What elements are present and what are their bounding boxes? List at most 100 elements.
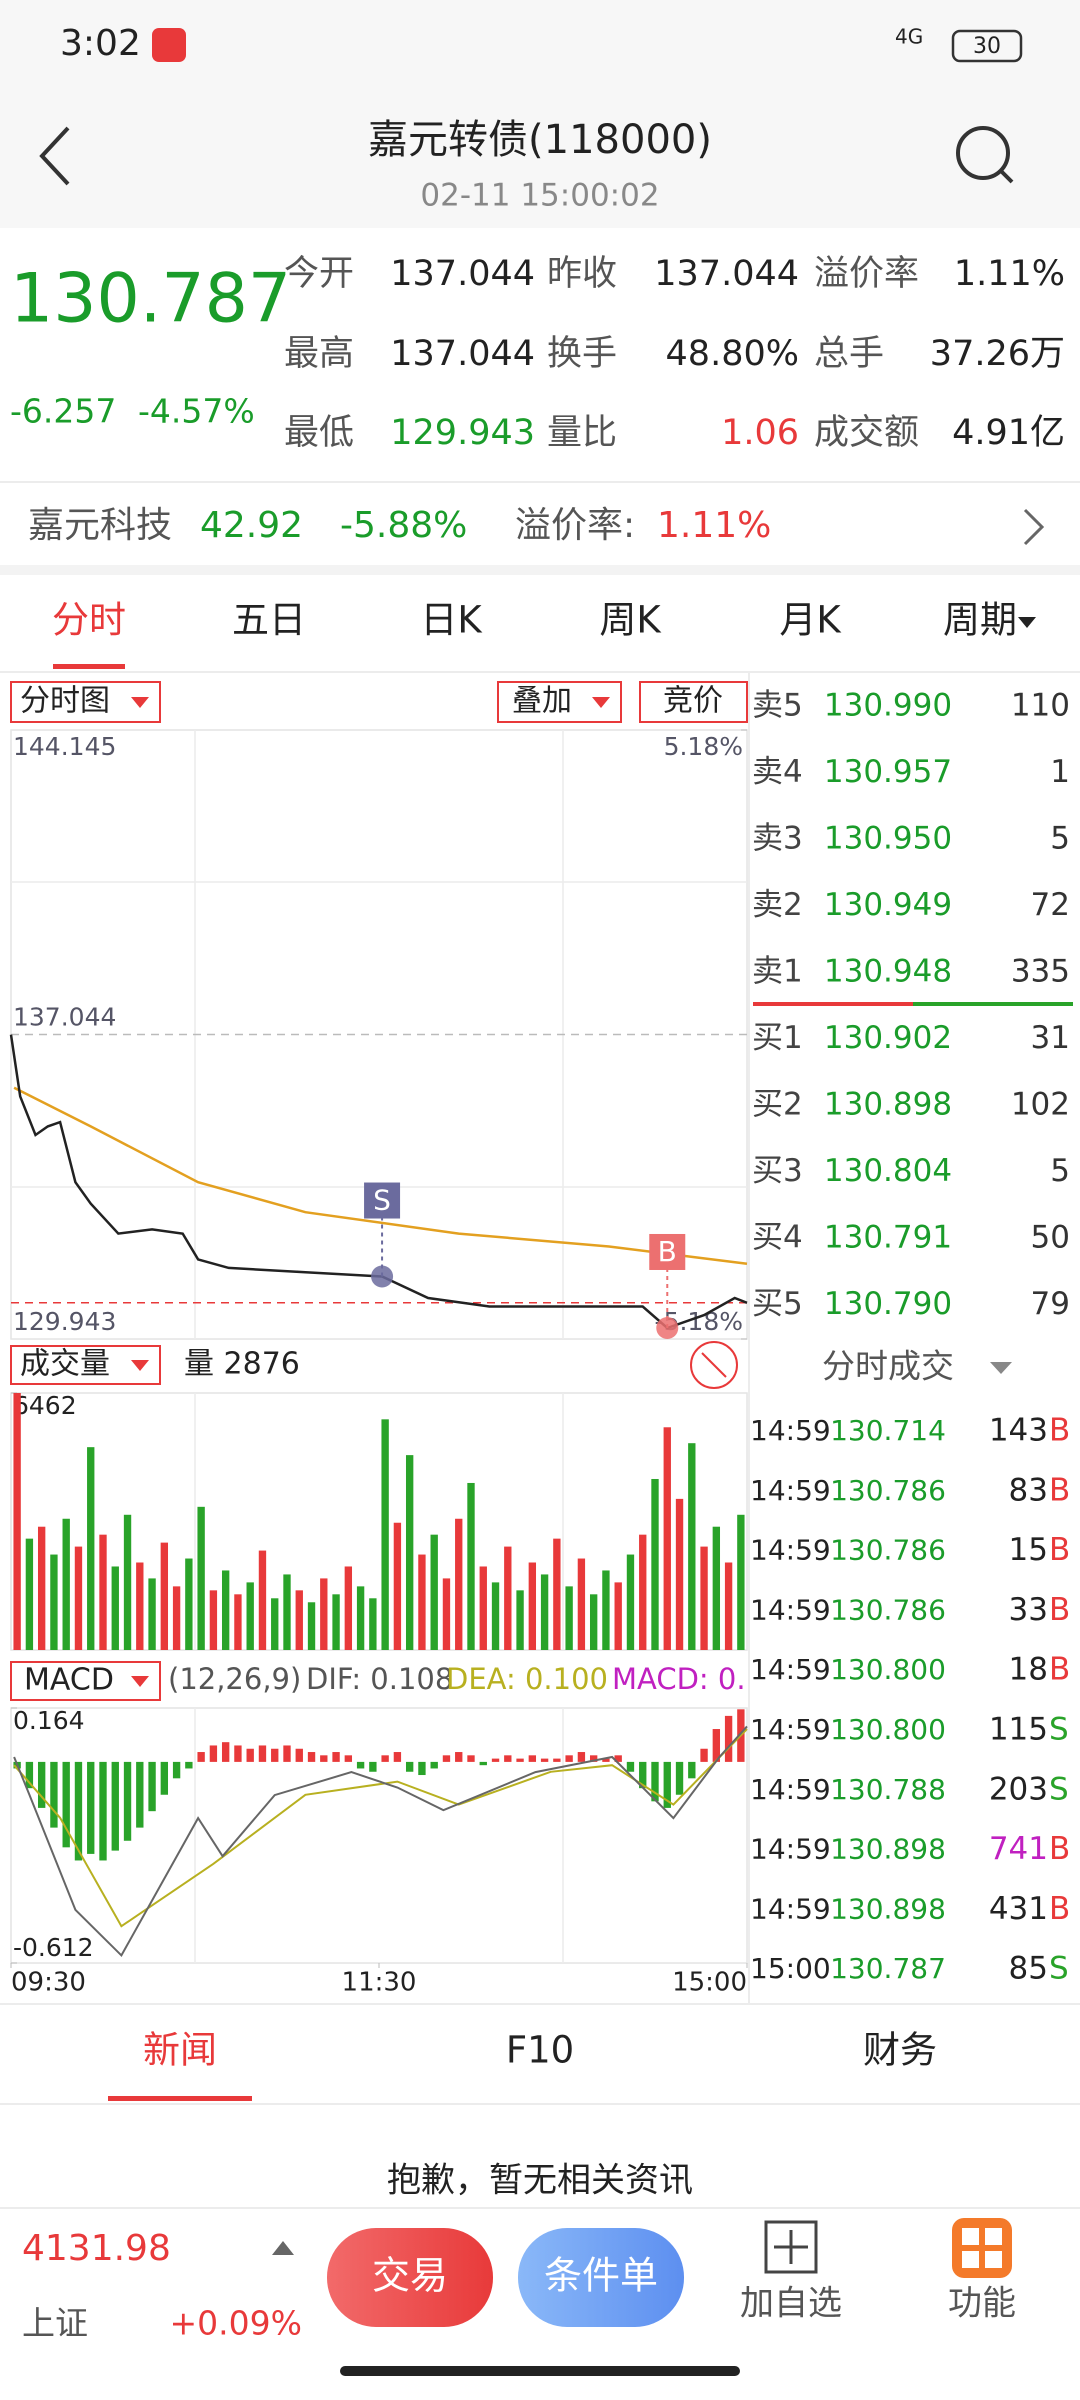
mode-dropdown[interactable]: 分时图 [10, 681, 161, 723]
macd-bar [136, 1761, 144, 1828]
volume-bar [160, 1542, 169, 1650]
functions-button[interactable]: 功能 [948, 2218, 1016, 2324]
book-price: 130.950 [824, 821, 952, 857]
trades-header[interactable]: 分时成交 [822, 1347, 1012, 1386]
macd-bar [37, 1761, 46, 1808]
volume-bar [258, 1550, 267, 1650]
button-label: 加自选 [740, 2284, 842, 2324]
index-ticker[interactable]: 4131.98 上证 +0.09% [22, 2228, 302, 2343]
dropdown-caret [131, 1360, 149, 1371]
index-name: 上证 [22, 2304, 88, 2343]
macd-dropdown[interactable]: MACD [10, 1661, 161, 1701]
macd-bar [62, 1761, 70, 1848]
field-label: 昨收 [547, 254, 617, 294]
chevron [1023, 508, 1045, 546]
tab-label: 周K [599, 599, 662, 642]
book-label: 卖1 [752, 954, 803, 990]
tab-label: 分时 [52, 599, 126, 642]
watchlist-button[interactable]: 加自选 [740, 2220, 842, 2324]
volume-bar [344, 1566, 353, 1650]
dropdown-caret [131, 697, 149, 708]
chart-tab[interactable]: 周K [599, 599, 662, 642]
book-price: 130.957 [824, 754, 952, 790]
dropdown-label: 成交量 [20, 1347, 110, 1382]
book-label: 买5 [752, 1286, 803, 1322]
trade-side: S [1049, 1771, 1069, 1807]
expand-icon [690, 1341, 738, 1389]
macd-bar [271, 1748, 279, 1762]
info-tab-label: F10 [506, 2029, 574, 2072]
plus-icon-cross [774, 2230, 808, 2264]
info-tab[interactable]: 新闻 [143, 2029, 217, 2072]
x-tick-label: 11:30 [342, 1968, 417, 1998]
annotation-box [649, 1233, 686, 1270]
dropdown-caret [131, 1676, 149, 1687]
y-tick-label: 144.145 [13, 732, 116, 761]
trade-price: 130.788 [830, 1773, 946, 1806]
premium-value: 1.11% [657, 505, 771, 546]
volume-bar [700, 1546, 708, 1650]
functions-icon-grid [962, 2228, 1002, 2268]
chart-tab[interactable]: 五日 [232, 599, 306, 642]
macd-bar [369, 1761, 377, 1772]
battery-level: 30 [973, 34, 1001, 59]
back-button[interactable] [39, 126, 70, 186]
y-tick-label: 0.164 [13, 1706, 85, 1735]
info-tab[interactable]: 财务 [863, 2029, 937, 2072]
search-button[interactable] [956, 126, 1014, 184]
trade-volume: 143 [989, 1413, 1048, 1449]
macd-bar [491, 1758, 500, 1762]
search-icon-handle [999, 169, 1014, 184]
macd-bar [50, 1761, 58, 1828]
macd-bar [221, 1742, 230, 1762]
dropdown-label: 分时图 [20, 684, 110, 719]
chart-tab[interactable]: 周期 [943, 599, 1036, 642]
conditional-order-button[interactable]: 条件单 [518, 2228, 684, 2327]
macd-bar [74, 1761, 83, 1861]
quote-fields: 今开 137.044 昨收 137.044 溢价率 1.11% 最高 137.044 换手 48.… [284, 254, 1065, 453]
macd-bar [700, 1748, 708, 1762]
macd-bar [639, 1761, 647, 1789]
trade-time: 14:59 [750, 1713, 831, 1746]
trades-list: 14:59 130.714 143 B14:59 130.786 83 B14:59 130.… [750, 1413, 1070, 1987]
trade-price: 130.786 [830, 1534, 946, 1567]
expand-button[interactable] [690, 1341, 738, 1389]
macd-bar [332, 1752, 340, 1762]
macd-bar [356, 1761, 365, 1769]
price-change-pct: -4.57% [138, 392, 255, 431]
macd-bar [688, 1761, 696, 1779]
volume-bar [614, 1582, 622, 1650]
tab-label: 周期 [943, 599, 1017, 642]
info-tabs: 新闻 F10 财务 [143, 2029, 937, 2072]
chart-tab[interactable]: 分时 [52, 599, 126, 642]
volume-bar [25, 1538, 34, 1650]
book-price: 130.990 [824, 688, 952, 724]
info-tab[interactable]: F10 [506, 2029, 574, 2072]
macd-bar [442, 1755, 451, 1762]
info-tab-indicator [108, 2096, 252, 2101]
average-line [13, 1086, 748, 1265]
tab-label: 日K [420, 599, 483, 642]
volume-bar [123, 1514, 132, 1650]
volume-bar [712, 1526, 721, 1650]
volume-dropdown[interactable]: 成交量 [10, 1345, 161, 1385]
trade-volume: 741 [989, 1831, 1048, 1867]
macd-bar [185, 1761, 193, 1769]
trade-price: 130.786 [830, 1593, 946, 1626]
plus-icon [764, 2220, 818, 2274]
underlying-row[interactable]: 嘉元科技 42.92 -5.88% 溢价率: 1.11% [28, 505, 1045, 546]
chart-tab[interactable]: 日K [420, 599, 483, 642]
book-volume: 110 [1011, 688, 1070, 724]
dropdown-caret [592, 697, 610, 708]
volume-bar [369, 1598, 377, 1650]
y2-tick-label: 5.18% [664, 732, 743, 761]
overlay-dropdown[interactable]: 叠加 [497, 681, 622, 723]
book-label: 买1 [752, 1020, 803, 1056]
search-icon [956, 126, 1010, 180]
page-title: 嘉元转债(118000) [368, 117, 712, 163]
trade-button[interactable]: 交易 [327, 2228, 493, 2327]
trade-volume: 203 [989, 1771, 1048, 1807]
volume-bar [602, 1570, 610, 1650]
chart-tab[interactable]: 月K [779, 599, 842, 642]
auction-button[interactable]: 竞价 [639, 681, 748, 723]
